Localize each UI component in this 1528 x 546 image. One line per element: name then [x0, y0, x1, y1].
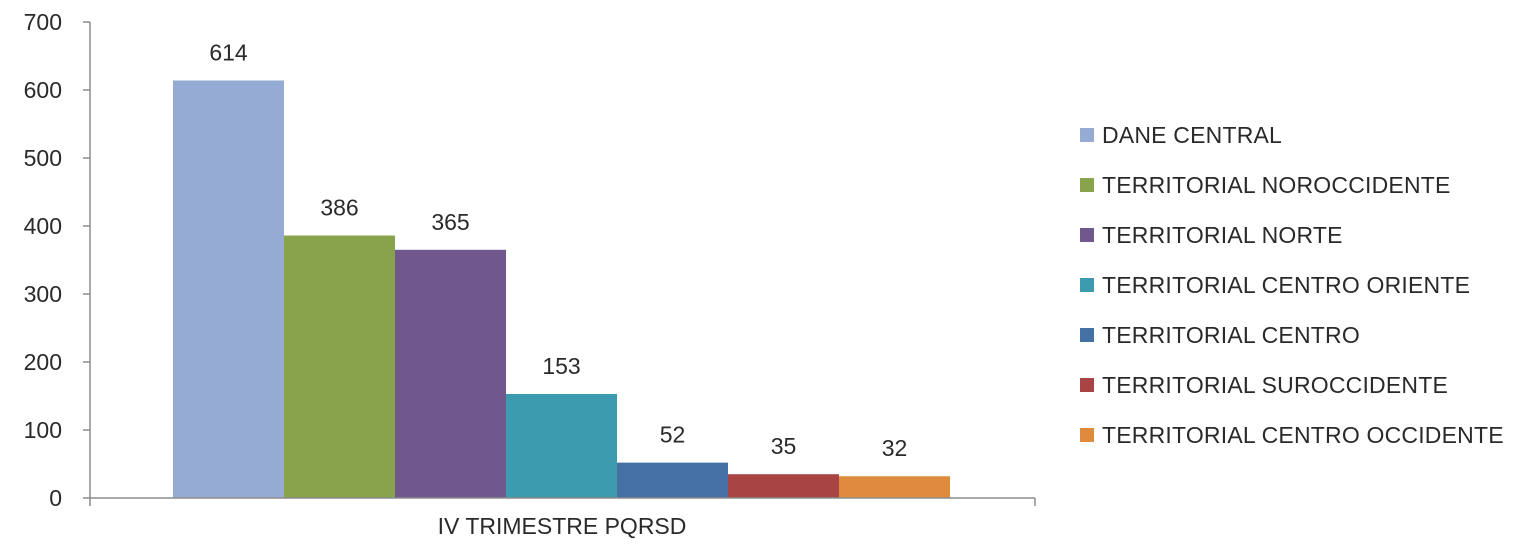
y-tick-label: 700 — [24, 9, 62, 35]
legend-item: TERRITORIAL NOROCCIDENTE — [1080, 160, 1504, 210]
bar — [173, 80, 284, 498]
legend-item: TERRITORIAL CENTRO — [1080, 310, 1504, 360]
bar-value-label: 32 — [882, 435, 908, 461]
y-tick-label: 600 — [24, 77, 62, 103]
legend-label: TERRITORIAL NORTE — [1102, 221, 1343, 248]
bar — [506, 393, 617, 498]
legend-item: DANE CENTRAL — [1080, 110, 1504, 160]
y-tick-label: 300 — [24, 281, 62, 307]
legend-item: TERRITORIAL CENTRO ORIENTE — [1080, 260, 1504, 310]
bar — [617, 462, 728, 498]
bar-value-label: 153 — [542, 353, 580, 379]
y-tick-label: 400 — [24, 213, 62, 239]
legend-label: TERRITORIAL NOROCCIDENTE — [1102, 171, 1451, 198]
legend-swatch — [1080, 378, 1094, 392]
legend-item: TERRITORIAL NORTE — [1080, 210, 1504, 260]
y-tick-label: 0 — [49, 485, 62, 511]
legend-label: TERRITORIAL SUROCCIDENTE — [1102, 371, 1449, 398]
bar — [839, 476, 950, 498]
y-tick-label: 200 — [24, 349, 62, 375]
y-tick-label: 100 — [24, 417, 62, 443]
legend-swatch — [1080, 178, 1094, 192]
bar — [284, 235, 395, 498]
legend-swatch — [1080, 278, 1094, 292]
y-tick-label: 500 — [24, 145, 62, 171]
bar-value-label: 365 — [431, 209, 469, 235]
legend-label: TERRITORIAL CENTRO — [1102, 321, 1360, 348]
legend-label: TERRITORIAL CENTRO ORIENTE — [1102, 271, 1471, 298]
legend-swatch — [1080, 428, 1094, 442]
legend-swatch — [1080, 228, 1094, 242]
legend-item: TERRITORIAL SUROCCIDENTE — [1080, 360, 1504, 410]
legend-label: DANE CENTRAL — [1102, 121, 1283, 148]
bar-value-label: 614 — [209, 39, 248, 65]
bar — [728, 474, 839, 498]
legend-label: TERRITORIAL CENTRO OCCIDENTE — [1102, 421, 1504, 448]
legend: DANE CENTRAL TERRITORIAL NOROCCIDENTE TE… — [1080, 110, 1504, 460]
legend-swatch — [1080, 328, 1094, 342]
legend-item: TERRITORIAL CENTRO OCCIDENTE — [1080, 410, 1504, 460]
x-category-label: IV TRIMESTRE PQRSD — [438, 513, 687, 539]
bar-value-label: 386 — [320, 195, 358, 221]
bar-value-label: 52 — [660, 422, 686, 448]
legend-swatch — [1080, 128, 1094, 142]
bar — [395, 249, 506, 498]
bar-value-label: 35 — [771, 433, 797, 459]
